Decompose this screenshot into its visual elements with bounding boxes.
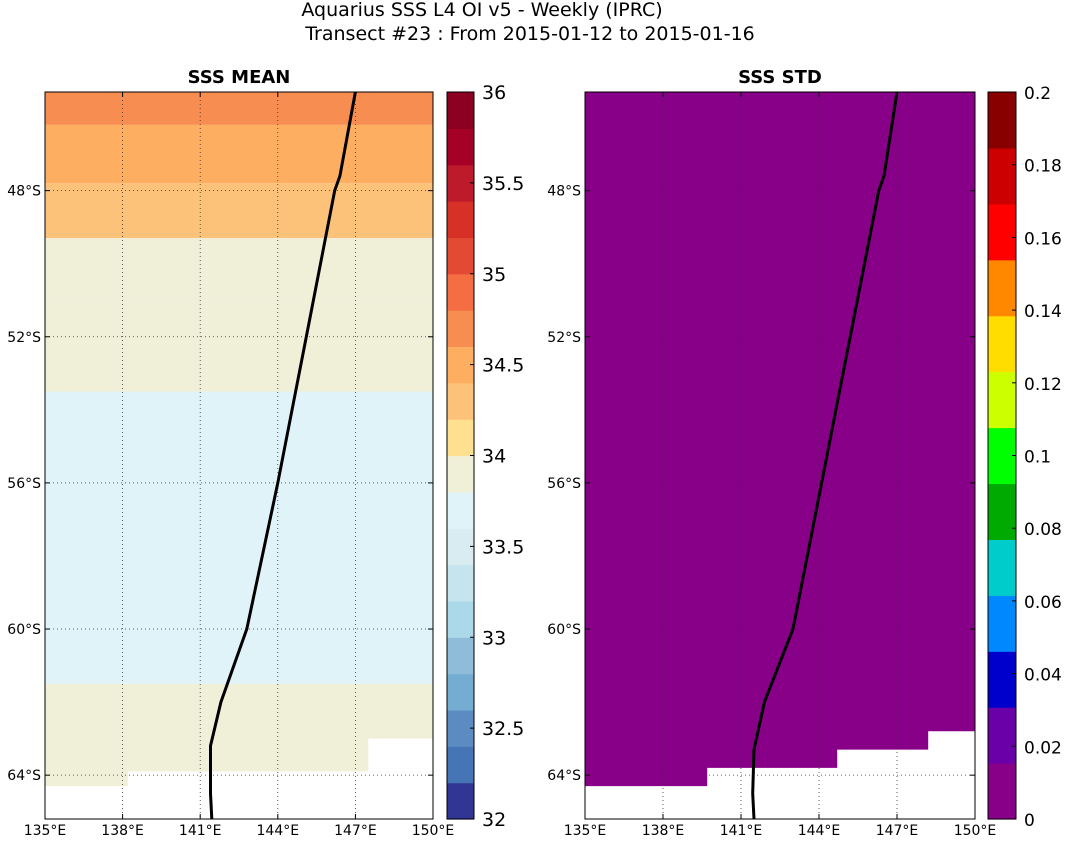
plot-frame <box>584 91 976 820</box>
x-tick-label: 147°E <box>876 823 919 839</box>
field-band <box>45 238 433 301</box>
colorbar-segment <box>447 528 474 566</box>
colorbar-tick-label: 35.5 <box>482 173 524 195</box>
field-band <box>45 92 433 125</box>
colorbar-segment <box>988 483 1016 540</box>
colorbar-segment <box>988 315 1016 373</box>
colorbar-segment <box>447 310 474 348</box>
colorbar-tick-label: 0.08 <box>1024 520 1062 540</box>
y-tick-label: 64°S <box>547 768 581 784</box>
x-tick-label: 144°E <box>257 823 300 839</box>
colorbar-segment <box>988 92 1016 149</box>
colorbar-segment <box>447 673 474 711</box>
field-band <box>45 124 433 184</box>
colorbar-segment <box>447 273 474 311</box>
colorbar-segment <box>447 455 474 493</box>
colorbar-segment <box>988 427 1016 485</box>
x-tick-label: 135°E <box>24 823 67 839</box>
colorbar-segment <box>447 600 474 638</box>
colorbar-tick-label: 0.04 <box>1024 666 1062 686</box>
field-band <box>45 183 433 239</box>
colorbar-segment <box>447 419 474 457</box>
x-tick-label: 141°E <box>179 823 222 839</box>
colorbar-tick-label: 0.2 <box>1024 84 1051 104</box>
colorbar-segment <box>447 128 474 166</box>
y-tick-label: 64°S <box>7 768 41 784</box>
colorbar-tick-label: 32 <box>482 809 506 831</box>
y-tick-label: 52°S <box>547 330 581 346</box>
panel-title: SSS MEAN <box>188 67 291 88</box>
field-band <box>45 391 433 556</box>
colorbar-segment <box>988 147 1016 205</box>
colorbar-segment <box>988 651 1016 708</box>
transect-line <box>751 91 899 820</box>
colorbar-segment <box>447 382 474 420</box>
colorbar-tick-label: 0.16 <box>1024 229 1062 249</box>
colorbar-segment <box>447 201 474 238</box>
sss-mean-panel: SSS MEAN 135°E 138°E 141°E 144°E 147°E 150°E 48… <box>7 67 524 839</box>
colorbar-segment <box>447 637 474 675</box>
colorbar-segment <box>988 763 1016 820</box>
y-tick-label: 56°S <box>7 476 41 492</box>
colorbar-segment <box>447 346 474 384</box>
x-tick-label: 138°E <box>101 823 144 839</box>
colorbar-tick-label: 32.5 <box>482 718 524 740</box>
colorbar-segment <box>447 564 474 602</box>
no-data-region <box>585 731 975 819</box>
figure-title-line2: Transect #23 : From 2015-01-12 to 2015-0… <box>304 23 755 45</box>
colorbar-tick-label: 0.18 <box>1024 157 1062 177</box>
panel-title: SSS STD <box>738 67 822 88</box>
colorbar-tick-label: 0.14 <box>1024 302 1062 322</box>
colorbar-segment <box>988 259 1016 317</box>
colorbar-segment <box>988 371 1016 429</box>
colorbar-tick-label: 0.06 <box>1024 593 1062 613</box>
field-band <box>45 300 433 392</box>
x-tick-label: 150°E <box>954 823 997 839</box>
colorbar-tick-label: 0.02 <box>1024 738 1062 758</box>
y-tick-label: 60°S <box>7 622 41 638</box>
colorbar-segment <box>988 203 1016 261</box>
colorbar-tick-label: 0.12 <box>1024 375 1062 395</box>
x-tick-label: 150°E <box>412 823 455 839</box>
no-data-region <box>45 738 433 819</box>
x-tick-label: 147°E <box>334 823 377 839</box>
colorbar-segment <box>447 782 474 820</box>
figure-title-line1: Aquarius SSS L4 OI v5 - Weekly (IPRC) <box>301 0 662 21</box>
y-tick-label: 48°S <box>7 184 41 200</box>
colorbar-tick-label: 34.5 <box>482 355 524 377</box>
field-band <box>45 555 433 684</box>
y-tick-label: 56°S <box>547 476 581 492</box>
plot-frame <box>44 91 434 820</box>
x-tick-label: 141°E <box>720 823 763 839</box>
colorbar-tick-label: 33.5 <box>482 536 524 558</box>
sss-std-panel: SSS STD 135°E 138°E 141°E 144°E 147°E 150°E 48°… <box>547 67 1062 839</box>
transect-line <box>209 91 357 820</box>
colorbar-segment <box>447 491 474 529</box>
colorbar-segment <box>447 237 474 275</box>
colorbar-segment <box>447 92 474 129</box>
field-band <box>585 92 975 819</box>
x-tick-label: 144°E <box>798 823 841 839</box>
y-tick-label: 52°S <box>7 330 41 346</box>
colorbar-segment <box>447 164 474 202</box>
colorbar-tick-label: 0.1 <box>1024 448 1051 468</box>
colorbar-segment <box>988 595 1016 652</box>
colorbar-segment <box>988 539 1016 596</box>
colorbar-tick-label: 0 <box>1024 811 1035 831</box>
y-tick-label: 48°S <box>547 184 581 200</box>
x-tick-label: 138°E <box>642 823 685 839</box>
colorbar-tick-label: 33 <box>482 627 506 649</box>
colorbar-tick-label: 34 <box>482 446 506 468</box>
x-tick-label: 135°E <box>564 823 607 839</box>
colorbar-tick-label: 35 <box>482 264 506 286</box>
colorbar-segment <box>447 746 474 784</box>
y-tick-label: 60°S <box>547 622 581 638</box>
colorbar-segment <box>447 709 474 747</box>
colorbar-segment <box>988 707 1016 764</box>
colorbar-tick-label: 36 <box>482 82 506 104</box>
